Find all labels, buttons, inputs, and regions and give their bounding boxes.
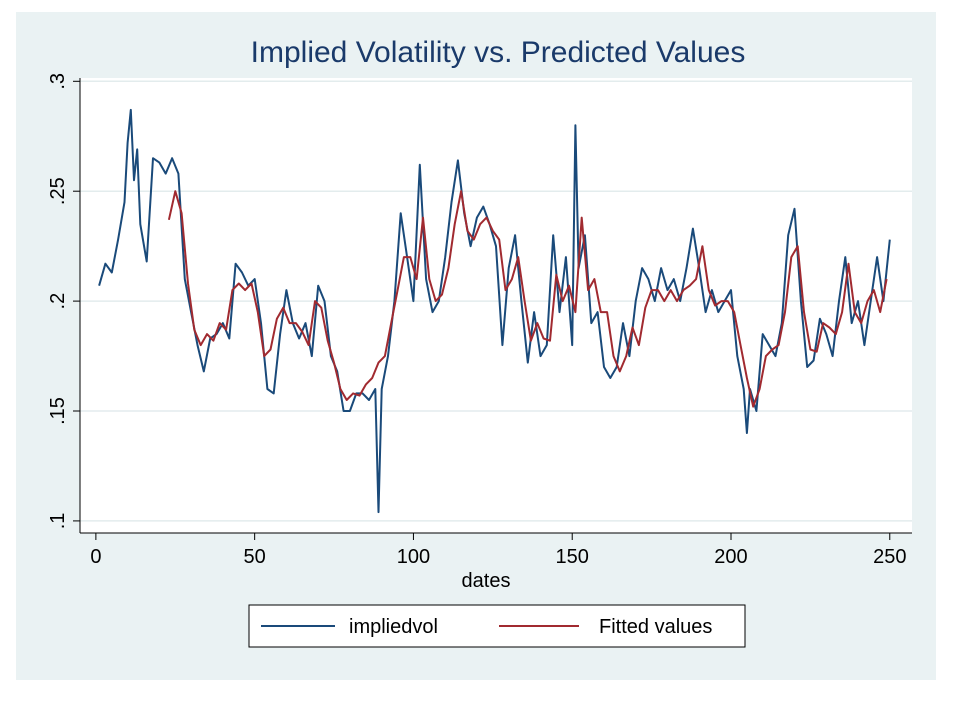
y-tick-label: .1 <box>47 513 69 530</box>
legend: impliedvol Fitted values <box>248 604 746 648</box>
legend-label-impliedvol: impliedvol <box>349 616 438 638</box>
chart-title: Implied Volatility vs. Predicted Values <box>251 36 746 69</box>
y-tick-label: .3 <box>47 73 69 90</box>
x-tick-label: 150 <box>556 546 589 568</box>
series-lines <box>98 108 891 514</box>
y-tick-label: .25 <box>47 177 69 205</box>
plot-area <box>80 78 912 533</box>
chart-svg: Implied Volatility vs. Predicted Values … <box>47 36 912 648</box>
chart-frame: Implied Volatility vs. Predicted Values … <box>16 12 936 680</box>
gridlines <box>80 80 912 522</box>
x-axis-label: dates <box>462 570 511 592</box>
legend-label-fitted-values: Fitted values <box>599 616 712 638</box>
x-tick-label: 100 <box>397 546 430 568</box>
y-tick-label: .15 <box>47 397 69 425</box>
x-tick-label: 250 <box>873 546 906 568</box>
x-tick-label: 200 <box>714 546 747 568</box>
x-tick-label: 50 <box>244 546 266 568</box>
series-line-fitted-values <box>167 190 888 408</box>
axes <box>79 78 912 534</box>
x-tick-label: 0 <box>90 546 101 568</box>
x-ticks: 0 50 100 150 200 250 <box>90 533 906 568</box>
y-tick-label: .2 <box>47 293 69 310</box>
y-ticks: .1 .15 .2 .25 .3 <box>47 73 80 529</box>
